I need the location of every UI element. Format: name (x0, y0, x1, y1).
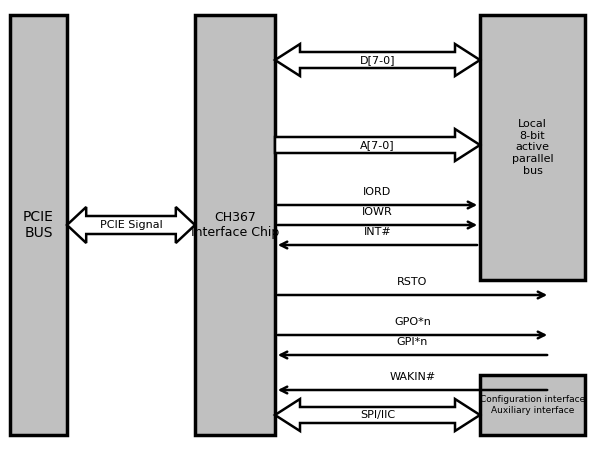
Text: IORD: IORD (364, 187, 392, 197)
Text: Local
8-bit
active
parallel
bus: Local 8-bit active parallel bus (512, 119, 553, 176)
Text: A[7-0]: A[7-0] (360, 140, 395, 150)
Polygon shape (275, 399, 480, 431)
Text: GPO*n: GPO*n (394, 317, 431, 327)
Bar (480, 15, 585, 280)
Polygon shape (67, 207, 195, 243)
Text: CH367
Interface Chip: CH367 Interface Chip (191, 211, 279, 239)
Text: INT#: INT# (364, 227, 391, 237)
Text: RSTO: RSTO (397, 277, 428, 287)
Bar (480, 375, 585, 435)
Text: WAKIN#: WAKIN# (389, 372, 436, 382)
Text: PCIE Signal: PCIE Signal (100, 220, 163, 230)
Text: GPI*n: GPI*n (397, 337, 428, 347)
Polygon shape (275, 129, 480, 161)
Bar (10, 15, 67, 435)
Text: SPI/IIC: SPI/IIC (360, 410, 395, 420)
Bar (195, 15, 275, 435)
Text: IOWR: IOWR (362, 207, 393, 217)
Text: Configuration interface
Auxiliary interface: Configuration interface Auxiliary interf… (480, 395, 585, 415)
Polygon shape (275, 44, 480, 76)
Text: PCIE
BUS: PCIE BUS (23, 210, 54, 240)
Text: D[7-0]: D[7-0] (360, 55, 395, 65)
